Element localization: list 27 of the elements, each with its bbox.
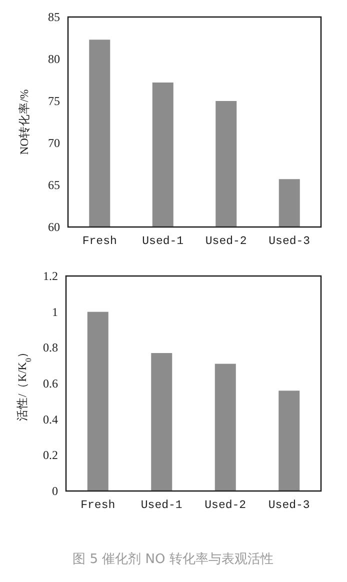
y-tick-label: 1.2 [43, 269, 58, 283]
y-tick-label: 0.6 [43, 376, 58, 390]
bar [87, 312, 108, 491]
x-tick-label: Used-2 [205, 235, 247, 248]
caption: 图 5 催化剂 NO 转化率与表观活性 [72, 551, 274, 567]
y-tick-label: 65 [48, 178, 60, 192]
y-axis-title: NO转化率/% [17, 88, 31, 155]
bar [278, 390, 300, 491]
x-tick-label: Used-2 [204, 499, 246, 512]
y-tick-label: 1 [52, 304, 58, 319]
y-tick-label: 75 [48, 94, 60, 108]
bar [151, 353, 172, 491]
y-tick-label: 60 [48, 220, 60, 234]
y-tick-label: 0.4 [43, 412, 58, 426]
y-tick-label: 0.8 [43, 340, 58, 355]
y-tick-label: 0.2 [43, 448, 58, 462]
y-tick-label: 80 [48, 52, 60, 66]
bar [214, 364, 236, 491]
x-tick-label: Used-3 [268, 499, 310, 512]
y-tick-label: 0 [52, 484, 58, 498]
x-tick-label: Used-3 [268, 235, 310, 248]
x-tick-label: Used-1 [142, 235, 184, 248]
x-tick-label: Fresh [82, 235, 117, 248]
y-tick-label: 85 [48, 10, 60, 24]
x-tick-label: Fresh [80, 499, 116, 512]
x-tick-label: Used-1 [140, 499, 182, 512]
y-tick-label: 70 [48, 136, 60, 150]
